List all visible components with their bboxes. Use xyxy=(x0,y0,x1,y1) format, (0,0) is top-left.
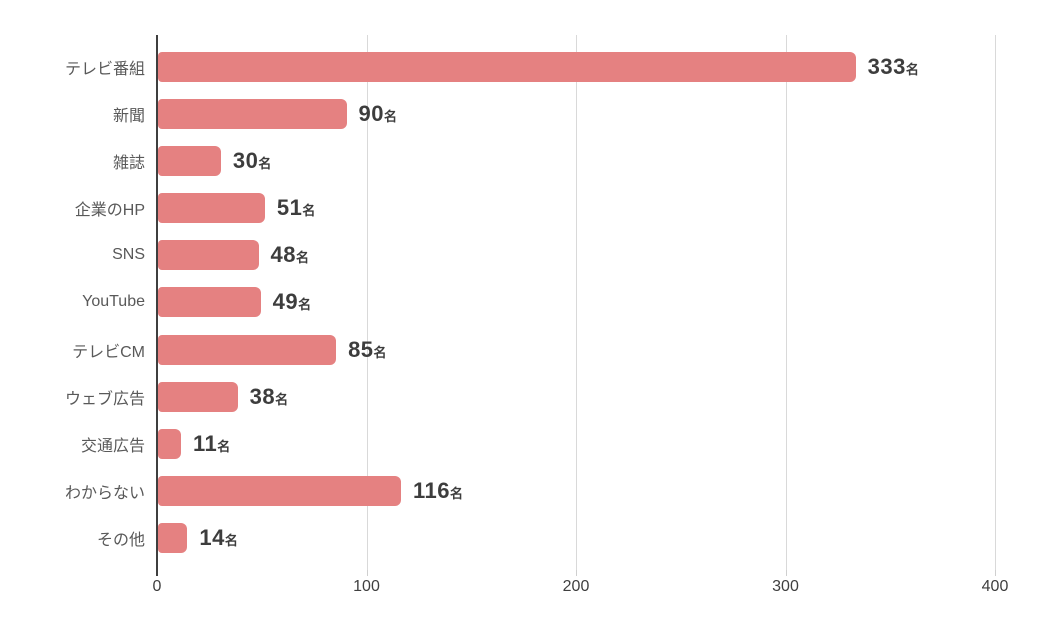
gridline-x-400 xyxy=(995,35,996,570)
category-label: 雑誌 xyxy=(112,154,145,172)
bar xyxy=(158,381,238,412)
value-number: 51 xyxy=(276,195,303,221)
category-label: 交通広告 xyxy=(80,438,145,456)
category-label: YouTube xyxy=(82,293,145,311)
bar-row-10: その他 14名 xyxy=(97,515,995,562)
bar xyxy=(158,476,402,507)
category-label: 新聞 xyxy=(112,107,145,125)
value-number: 30 xyxy=(232,147,259,173)
value-suffix: 名 xyxy=(384,108,398,124)
value-number: 49 xyxy=(272,289,299,315)
value-label: 90名 xyxy=(358,100,398,126)
bar xyxy=(158,334,337,365)
bar-row-6: テレビCM 85名 xyxy=(72,326,995,373)
bar xyxy=(158,193,265,224)
bar-row-4: SNS 48名 xyxy=(112,232,995,279)
value-number: 85 xyxy=(348,336,374,362)
x-tick-mark-200 xyxy=(576,570,577,576)
bar-row-1: 新聞 90名 xyxy=(113,90,995,137)
value-suffix: 名 xyxy=(298,297,312,313)
bar xyxy=(158,240,259,271)
value-number: 90 xyxy=(358,100,385,126)
value-label: 48名 xyxy=(271,244,310,266)
value-label: 116名 xyxy=(413,480,463,502)
bar-row-5: YouTube 49名 xyxy=(82,279,995,326)
value-label: 38名 xyxy=(249,383,289,409)
gridline-x-100 xyxy=(366,35,368,570)
value-label: 51名 xyxy=(277,197,316,219)
x-tick-label-0: 0 xyxy=(152,578,162,595)
value-suffix: 名 xyxy=(296,250,310,266)
x-tick-label-200: 200 xyxy=(562,578,590,595)
category-label: わからない xyxy=(64,485,145,503)
category-label: テレビ番組 xyxy=(64,60,145,78)
value-label: 14名 xyxy=(199,527,238,549)
value-suffix: 名 xyxy=(258,155,272,171)
plot-area: テレビ番組 333名 新聞 90名 雑誌 30名 企業のHP 51名 SNS 48名 YouTube… xyxy=(65,35,996,576)
value-number: 48 xyxy=(270,242,297,268)
x-tick-label-100: 100 xyxy=(353,578,380,595)
x-tick-mark-100 xyxy=(366,570,368,576)
value-number: 11 xyxy=(193,431,218,457)
value-suffix: 名 xyxy=(450,486,464,502)
category-label: テレビCM xyxy=(72,343,145,361)
value-number: 116 xyxy=(413,478,451,504)
y-axis-line xyxy=(156,35,158,576)
bar-row-8: 交通広告 11名 xyxy=(81,420,995,467)
value-suffix: 名 xyxy=(373,344,387,360)
bar-row-3: 企業のHP 51名 xyxy=(75,185,995,232)
bar xyxy=(158,98,347,129)
value-label: 85名 xyxy=(348,336,387,362)
value-label: 11名 xyxy=(193,433,230,455)
x-tick-label-400: 400 xyxy=(981,578,1009,595)
bar xyxy=(158,51,856,82)
value-label: 49名 xyxy=(273,291,312,313)
value-number: 333 xyxy=(867,53,906,79)
bar xyxy=(158,287,261,318)
x-tick-mark-400 xyxy=(995,570,996,576)
x-tick-label-300: 300 xyxy=(772,578,799,595)
bar-rows: テレビ番組 333名 新聞 90名 雑誌 30名 企業のHP 51名 SNS 48名 YouTube… xyxy=(65,43,995,562)
category-label: 企業のHP xyxy=(74,202,145,220)
value-suffix: 名 xyxy=(224,533,238,549)
bar-row-7: ウェブ広告 38名 xyxy=(65,373,995,420)
value-number: 38 xyxy=(249,383,276,409)
bar xyxy=(158,429,182,460)
value-suffix: 名 xyxy=(905,61,919,77)
value-label: 30名 xyxy=(232,147,272,173)
value-number: 14 xyxy=(199,525,225,551)
value-suffix: 名 xyxy=(217,439,231,455)
gridline-x-200 xyxy=(576,35,577,570)
bar-row-9: わからない 116名 xyxy=(65,468,995,515)
x-tick-mark-300 xyxy=(785,570,787,576)
bar-row-2: 雑誌 30名 xyxy=(113,137,995,184)
category-label: ウェブ広告 xyxy=(64,390,145,408)
bar xyxy=(158,145,221,176)
category-label: その他 xyxy=(96,532,145,550)
value-label: 333名 xyxy=(867,53,919,79)
bar xyxy=(158,523,188,554)
value-suffix: 名 xyxy=(302,203,316,219)
bar-row-0: テレビ番組 333名 xyxy=(65,43,995,90)
gridline-x-300 xyxy=(785,35,787,570)
value-suffix: 名 xyxy=(275,391,289,407)
category-label: SNS xyxy=(112,246,145,264)
